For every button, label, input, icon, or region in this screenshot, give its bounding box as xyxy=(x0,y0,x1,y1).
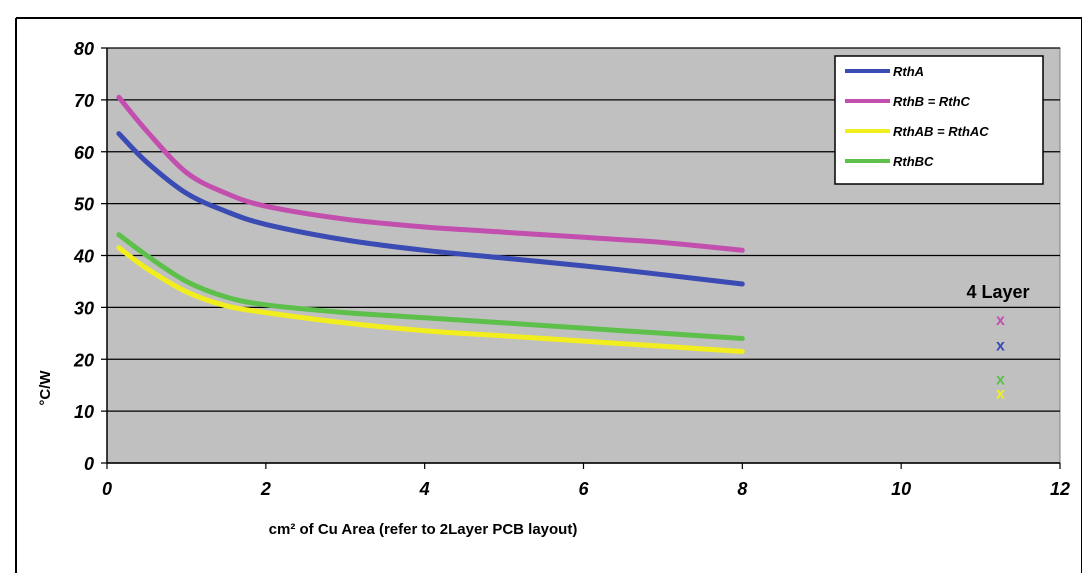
y-tick-labels: 0 10 20 30 40 50 60 70 80 xyxy=(73,39,94,474)
y-tick-label-10: 10 xyxy=(74,402,94,422)
legend-label-0: RthA xyxy=(893,64,924,79)
four-layer-marker-1: x xyxy=(996,338,1005,355)
legend: RthA RthB = RthC RthAB = RthAC RthBC xyxy=(834,55,1044,185)
four-layer-marker-2: x xyxy=(996,371,1005,388)
series-line-rthb-rthc xyxy=(116,94,745,253)
chart-frame: 0 10 20 30 40 50 60 70 80 0 2 4 6 8 10 12 cm² of Cu Ar… xyxy=(8,0,1082,573)
x-tick-label-4: 4 xyxy=(419,479,430,499)
four-layer-marker-0: x xyxy=(996,312,1005,329)
x-tick-labels: 0 2 4 6 8 10 12 xyxy=(102,479,1070,499)
x-tick-label-0: 0 xyxy=(102,479,112,499)
x-tick-label-10: 10 xyxy=(891,479,911,499)
y-tick-label-80: 80 xyxy=(74,39,94,59)
y-tick-label-0: 0 xyxy=(84,454,94,474)
legend-label-2: RthAB = RthAC xyxy=(893,124,989,139)
y-tick-label-50: 50 xyxy=(74,195,94,215)
x-tick-label-2: 2 xyxy=(260,479,271,499)
y-tick-label-70: 70 xyxy=(74,91,94,111)
four-layer-label: 4 Layer xyxy=(966,282,1029,302)
x-axis-title: cm² of Cu Area (refer to 2Layer PCB layo… xyxy=(269,521,578,538)
x-tick-label-12: 12 xyxy=(1050,479,1070,499)
series-line-rthab-rthac xyxy=(116,245,745,354)
y-tick-label-20: 20 xyxy=(73,350,94,370)
series-line-rtha xyxy=(116,131,745,287)
y-tick-label-60: 60 xyxy=(74,143,94,163)
gridlines xyxy=(101,47,1061,469)
y-tick-label-30: 30 xyxy=(74,298,94,318)
series-line-rthbc xyxy=(116,232,745,341)
legend-box xyxy=(834,55,1044,185)
y-axis-title: °C/W xyxy=(37,370,54,406)
legend-label-1: RthB = RthC xyxy=(893,94,971,109)
chart: 0 10 20 30 40 50 60 70 80 0 2 4 6 8 10 12 cm² of Cu Ar… xyxy=(15,17,1082,573)
x-tick-label-6: 6 xyxy=(578,479,589,499)
legend-label-3: RthBC xyxy=(893,154,934,169)
series-lines xyxy=(116,94,745,354)
four-layer-marker-3: x xyxy=(996,385,1005,402)
y-tick-label-40: 40 xyxy=(73,247,94,267)
x-tick-label-8: 8 xyxy=(737,479,747,499)
